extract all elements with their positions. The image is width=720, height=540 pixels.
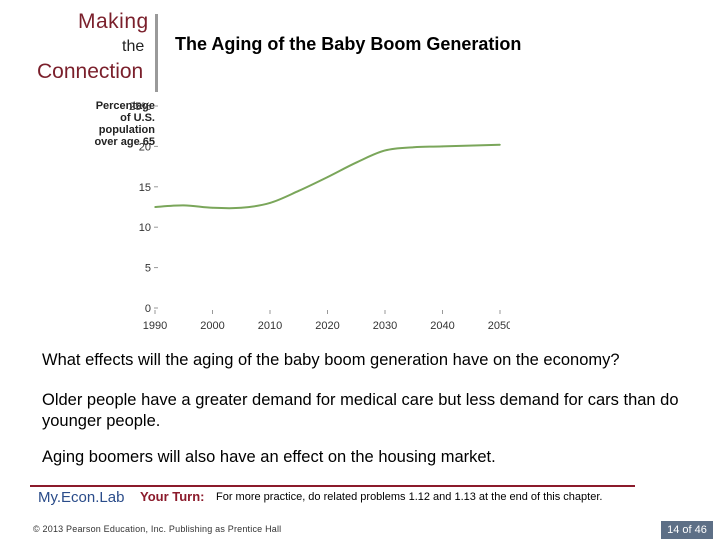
data-point xyxy=(441,145,444,148)
copyright-notice: © 2013 Pearson Education, Inc. Publishin… xyxy=(33,524,282,534)
data-point xyxy=(269,202,271,204)
y-tick-label: 15 xyxy=(139,182,151,194)
y-axis-label: Percentage of U.S. population over age 6… xyxy=(60,100,155,148)
footer-rule xyxy=(30,485,635,487)
data-point xyxy=(412,146,415,149)
data-point xyxy=(326,176,329,178)
your-turn-label: Your Turn: xyxy=(140,489,205,504)
x-tick-label: 2050 xyxy=(488,320,510,332)
slide-title: The Aging of the Baby Boom Generation xyxy=(175,34,522,54)
your-turn-text: For more practice, do related problems 1… xyxy=(216,491,603,503)
data-point xyxy=(240,207,243,209)
x-tick-label: 2030 xyxy=(373,320,397,332)
logo-making-text: Making xyxy=(78,10,149,33)
x-tick-label: 1990 xyxy=(143,320,167,332)
data-point xyxy=(297,190,300,192)
chart-plot: 0 5 10 15 20 25% 1990 2000 2010 2020 2030 2040 2050 xyxy=(129,101,510,332)
answer-medical-cars: Older people have a greater demand for m… xyxy=(42,391,679,430)
logo-connection-text: Connection xyxy=(37,60,144,83)
line-chart: Percentage of U.S. population over age 6… xyxy=(60,96,510,336)
y-axis-label-line: Percentage xyxy=(95,100,155,112)
x-tick-label: 2040 xyxy=(430,320,454,332)
data-point xyxy=(211,207,214,209)
y-tick-label: 0 xyxy=(145,303,151,315)
answer-housing: Aging boomers will also have an effect o… xyxy=(42,448,496,466)
y-axis-label-line: of U.S. xyxy=(120,112,155,124)
page-number-badge: 14 of 46 xyxy=(661,521,713,539)
y-tick-label: 25% xyxy=(129,101,151,113)
myeconlab-link[interactable]: My.Econ.Lab xyxy=(38,489,125,506)
data-point xyxy=(355,161,358,164)
data-point xyxy=(384,149,386,152)
y-tick-label: 10 xyxy=(139,222,151,234)
data-point xyxy=(182,204,185,207)
question-text: What effects will the aging of the baby … xyxy=(42,351,620,369)
series-line xyxy=(154,143,501,210)
y-axis-label-line: population xyxy=(98,124,155,136)
x-tick-label: 2000 xyxy=(200,320,224,332)
data-point xyxy=(154,206,156,208)
logo-the-text: the xyxy=(122,38,145,55)
data-point xyxy=(499,143,501,146)
y-tick-label: 20 xyxy=(139,141,151,153)
x-tick-label: 2020 xyxy=(315,320,339,332)
x-tick-label: 2010 xyxy=(258,320,282,332)
y-tick-label: 5 xyxy=(145,263,151,275)
making-the-connection-logo: Making the Connection xyxy=(0,0,160,100)
y-axis-label-line: over age 65 xyxy=(94,136,155,148)
logo-divider xyxy=(155,14,158,92)
